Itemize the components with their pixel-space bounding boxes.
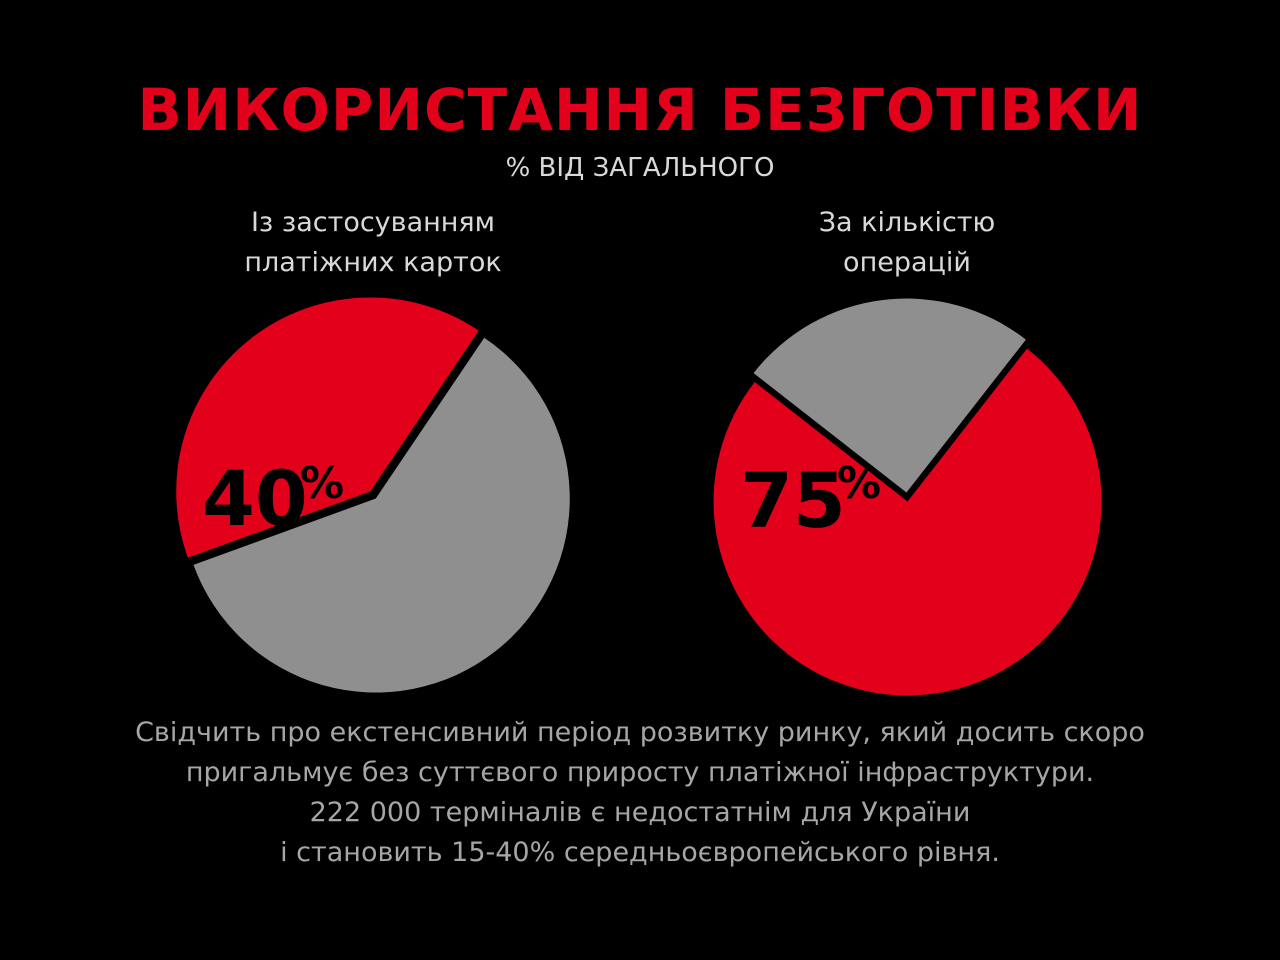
pie-value-label-operations: 75	[740, 456, 846, 545]
chart-1-label: Із застосуванням платіжних карток	[163, 203, 583, 283]
chart-1-label-line-1: Із застосуванням	[250, 207, 496, 238]
footnote-line-2: пригальмує без суттєвого приросту платіж…	[185, 757, 1095, 788]
pie-chart-operations: 75 %	[713, 298, 1102, 696]
chart-1-label-line-2: платіжних карток	[244, 247, 502, 278]
footnote-line-3: 222 000 терміналів є недостатнім для Укр…	[309, 797, 971, 828]
chart-2-label-line-1: За кількістю	[818, 207, 996, 238]
pie-slice-cards-rest	[193, 337, 570, 693]
pie-slice-operations-cashless	[713, 348, 1102, 696]
chart-2-label: За кількістю операцій	[697, 203, 1117, 283]
pie-unit-label-cards: %	[300, 458, 344, 509]
pie-chart-cards: 40 %	[176, 297, 570, 693]
footnote-line-4: і становить 15-40% середньоєвропейського…	[280, 837, 1000, 868]
pie-slice-operations-rest	[753, 298, 1026, 493]
chart-2-label-line-2: операцій	[843, 247, 971, 278]
pie-value-label-cards: 40	[202, 454, 308, 543]
footnote-line-1: Свідчить про екстенсивний період розвитк…	[135, 717, 1145, 748]
pie-unit-label-operations: %	[837, 458, 881, 509]
page-subtitle: % ВІД ЗАГАЛЬНОГО	[505, 153, 775, 183]
pie-slice-cards-cashless	[176, 297, 479, 558]
page-title: ВИКОРИСТАННЯ БЕЗГОТІВКИ	[137, 76, 1143, 144]
footnote: Свідчить про екстенсивний період розвитк…	[0, 713, 1280, 873]
